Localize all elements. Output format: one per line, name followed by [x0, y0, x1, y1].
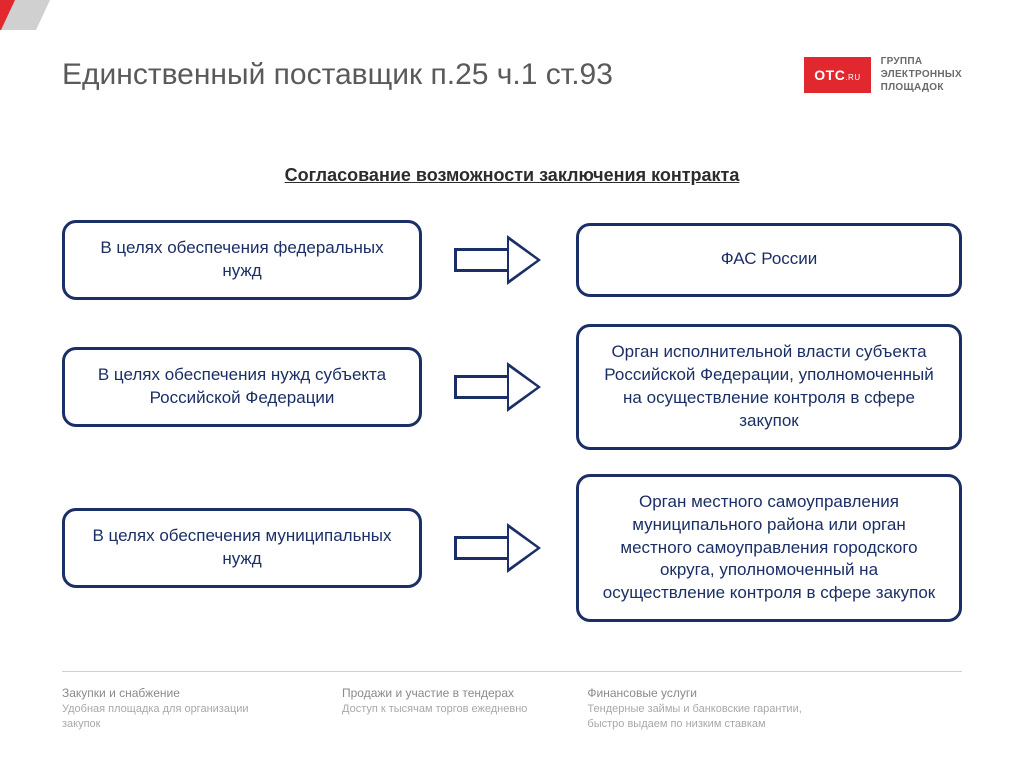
footer-col: Закупки и снабжение Удобная площадка для… [62, 686, 282, 732]
flow-right-box: Орган местного самоуправления муниципаль… [576, 474, 962, 623]
arrow-right-icon [454, 365, 544, 409]
flow-right-box: Орган исполнительной власти субъекта Рос… [576, 324, 962, 450]
corner-accent [0, 0, 50, 30]
footer-col: Финансовые услуги Тендерные займы и банк… [587, 686, 807, 732]
logo-badge: OTC.RU [804, 57, 870, 93]
logo-badge-main: OTC [814, 67, 845, 83]
flow-left-box: В целях обеспечения муниципальных нужд [62, 508, 422, 588]
footer-col-desc: Тендерные займы и банковские гарантии, б… [587, 702, 807, 732]
footer-col-title: Закупки и снабжение [62, 686, 282, 700]
footer-col: Продажи и участие в тендерах Доступ к ты… [342, 686, 527, 732]
logo-text-line: ЭЛЕКТРОННЫХ [881, 68, 962, 81]
logo-badge-suffix: .RU [845, 73, 860, 82]
logo-text-line: ГРУППА [881, 55, 962, 68]
content: Согласование возможности заключения конт… [62, 165, 962, 622]
flowchart: В целях обеспечения федеральных нужд ФАС… [62, 220, 962, 622]
flow-left-box: В целях обеспечения нужд субъекта Россий… [62, 347, 422, 427]
page-title: Единственный поставщик п.25 ч.1 ст.93 [62, 58, 613, 92]
logo: OTC.RU ГРУППА ЭЛЕКТРОННЫХ ПЛОЩАДОК [804, 55, 962, 94]
footer-col-desc: Удобная площадка для организации закупок [62, 702, 282, 732]
flow-arrow [444, 365, 554, 409]
footer-col-desc: Доступ к тысячам торгов ежедневно [342, 702, 527, 717]
flow-row: В целях обеспечения муниципальных нужд О… [62, 474, 962, 623]
footer-col-title: Продажи и участие в тендерах [342, 686, 527, 700]
flow-arrow [444, 238, 554, 282]
arrow-right-icon [454, 238, 544, 282]
slide: Единственный поставщик п.25 ч.1 ст.93 OT… [0, 0, 1024, 767]
footer: Закупки и снабжение Удобная площадка для… [62, 671, 962, 732]
arrow-right-icon [454, 526, 544, 570]
logo-text-line: ПЛОЩАДОК [881, 81, 962, 94]
flow-right-box: ФАС России [576, 223, 962, 297]
flow-row: В целях обеспечения нужд субъекта Россий… [62, 324, 962, 450]
section-subtitle: Согласование возможности заключения конт… [62, 165, 962, 186]
flow-arrow [444, 526, 554, 570]
flow-row: В целях обеспечения федеральных нужд ФАС… [62, 220, 962, 300]
flow-left-box: В целях обеспечения федеральных нужд [62, 220, 422, 300]
footer-col-title: Финансовые услуги [587, 686, 807, 700]
logo-text: ГРУППА ЭЛЕКТРОННЫХ ПЛОЩАДОК [881, 55, 962, 94]
header: Единственный поставщик п.25 ч.1 ст.93 OT… [62, 55, 962, 94]
